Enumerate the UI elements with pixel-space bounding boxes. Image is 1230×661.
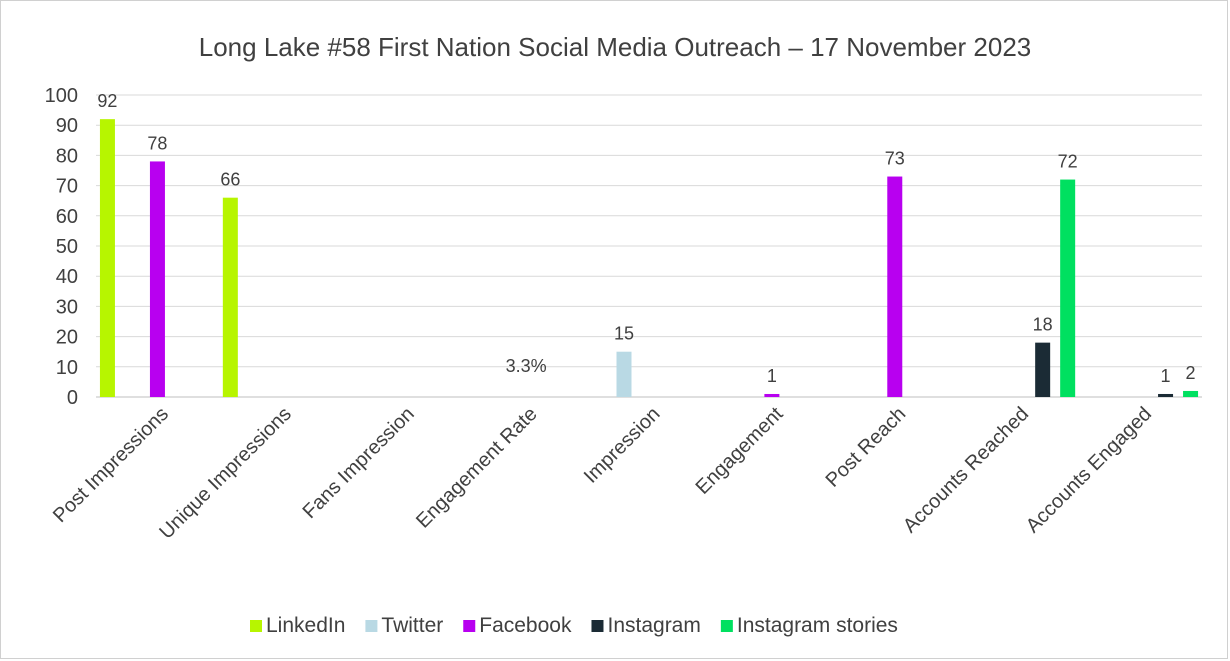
y-tick-label: 50 — [56, 236, 78, 258]
y-tick-label: 80 — [56, 145, 78, 167]
data-label: 92 — [97, 91, 117, 111]
data-label: 73 — [885, 149, 905, 169]
data-label: 15 — [614, 324, 634, 344]
legend-swatch — [365, 620, 378, 632]
y-tick-label: 70 — [56, 176, 78, 198]
legend: LinkedIn Twitter Facebook Instagram Instagra… — [250, 614, 898, 637]
legend-label: LinkedIn — [266, 614, 345, 637]
x-category-label: Impression — [580, 403, 665, 488]
x-category-label: Engagement Rate — [412, 403, 542, 533]
data-label: 18 — [1033, 315, 1053, 335]
data-label: 1 — [767, 366, 777, 386]
bar — [616, 351, 632, 397]
x-category-label: Fans Impression — [299, 403, 419, 523]
bar — [99, 119, 115, 397]
legend-label: Facebook — [479, 614, 572, 637]
bar — [764, 393, 780, 397]
chart-title: Long Lake #58 First Nation Social Media … — [199, 32, 1031, 62]
x-category-label: Post Impressions — [49, 403, 173, 527]
y-tick-label: 40 — [56, 266, 78, 288]
x-category-label: Engagement — [692, 403, 788, 499]
data-label: 66 — [220, 170, 240, 190]
bar — [1158, 393, 1174, 397]
bars — [99, 119, 1199, 397]
y-tick-label: 10 — [56, 357, 78, 379]
y-tick-label: 60 — [56, 206, 78, 228]
y-axis-ticks: 0 10 20 30 40 50 60 70 80 90 100 — [45, 85, 78, 409]
bar — [887, 176, 903, 397]
y-tick-label: 100 — [45, 85, 78, 107]
y-tick-label: 0 — [67, 387, 78, 409]
legend-swatch — [591, 620, 604, 632]
data-label: 1 — [1161, 366, 1171, 386]
legend-label: Instagram stories — [737, 614, 898, 637]
legend-swatch — [463, 620, 476, 632]
data-labels: 92 66 15 78 1 73 18 1 72 2 3.3% — [97, 91, 1195, 386]
legend-label: Twitter — [381, 614, 443, 637]
bar — [149, 161, 165, 397]
x-category-label: Post Reach — [822, 403, 911, 492]
data-label: 3.3% — [506, 356, 547, 376]
y-tick-label: 90 — [56, 115, 78, 137]
data-label: 78 — [147, 133, 167, 153]
x-category-label: Accounts Engaged — [1022, 403, 1156, 537]
x-category-label: Accounts Reached — [899, 403, 1033, 537]
x-category-label: Unique Impressions — [155, 403, 296, 544]
bar — [1060, 179, 1076, 397]
bar — [1183, 390, 1199, 397]
data-label: 72 — [1058, 152, 1078, 172]
bar — [222, 197, 238, 397]
legend-label: Instagram — [607, 614, 700, 637]
data-label: 2 — [1186, 363, 1196, 383]
bar — [1035, 342, 1051, 397]
gridlines — [96, 94, 1202, 398]
legend-swatch — [250, 620, 262, 632]
y-tick-label: 20 — [56, 327, 78, 349]
legend-swatch — [720, 620, 733, 632]
y-tick-label: 30 — [56, 296, 78, 318]
